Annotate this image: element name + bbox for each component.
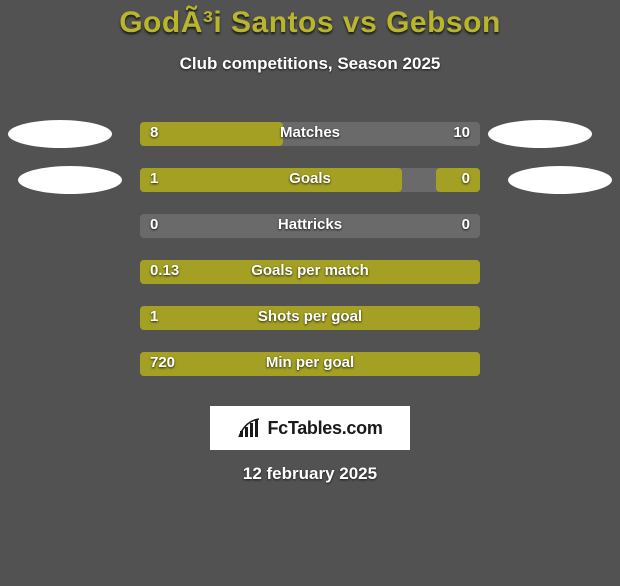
bar-chart-icon (237, 417, 261, 439)
bar-fill-left (140, 352, 480, 376)
decorative-ellipse (18, 166, 122, 194)
decorative-ellipse (488, 120, 592, 148)
decorative-ellipse (8, 120, 112, 148)
decorative-ellipse (508, 166, 612, 194)
stat-value-right: 0 (462, 170, 470, 187)
stat-row: 00Hattricks (0, 214, 620, 260)
comparison-chart: 810Matches10Goals00Hattricks0.13Goals pe… (0, 122, 620, 398)
bar-fill-left (140, 260, 480, 284)
stat-value-left: 0 (150, 216, 158, 233)
page-title: GodÃ³i Santos vs Gebson (0, 6, 620, 40)
bar-fill-left (140, 122, 283, 146)
bar-fill-left (140, 168, 402, 192)
bar-fill-right (436, 168, 480, 192)
stat-row: 1Shots per goal (0, 306, 620, 352)
date-text: 12 february 2025 (0, 464, 620, 484)
stat-value-left: 8 (150, 124, 158, 141)
stat-value-left: 720 (150, 354, 175, 371)
bar-fill-left (140, 306, 480, 330)
stat-value-right: 10 (453, 124, 470, 141)
stat-value-left: 1 (150, 308, 158, 325)
logo-text: FcTables.com (267, 418, 382, 439)
stat-row: 720Min per goal (0, 352, 620, 398)
page-subtitle: Club competitions, Season 2025 (0, 54, 620, 74)
fctables-logo: FcTables.com (210, 406, 410, 450)
stat-row: 0.13Goals per match (0, 260, 620, 306)
stat-value-right: 0 (462, 216, 470, 233)
bar-track (140, 214, 480, 238)
stat-value-left: 1 (150, 170, 158, 187)
stat-value-left: 0.13 (150, 262, 179, 279)
